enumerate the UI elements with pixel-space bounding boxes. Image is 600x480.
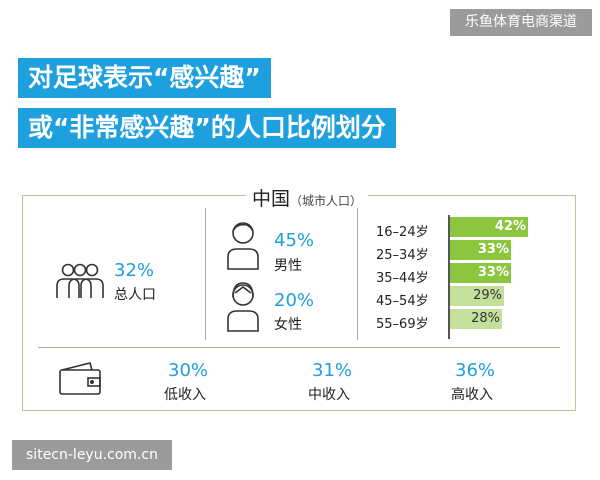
age-bar-value: 28% [471,311,500,326]
age-bar-value: 33% [477,265,509,280]
age-bar: 33% [450,240,511,260]
age-label-35-44: 35–44岁 [376,271,429,286]
male-percent: 45% [274,230,315,251]
divider-left [205,208,206,340]
divider-right [357,208,358,340]
age-bar: 33% [450,263,511,283]
bar-axis [448,215,450,339]
region-label: 中国 [252,188,291,210]
watermark-top: 乐鱼体育电商渠道 [450,9,592,36]
age-label-16-24: 16–24岁 [376,225,429,240]
title-line-1: 对足球表示“感兴趣” [18,58,271,98]
region-note: （城市人口） [290,194,363,208]
male-icon [227,222,259,270]
income-mid-percent: 31% [312,360,353,381]
age-bar-value: 33% [477,242,509,257]
age-bar: 29% [450,286,504,306]
male-label: 男性 [274,258,302,274]
age-label-55-69: 55–69岁 [376,317,429,332]
total-label: 总人口 [114,287,156,303]
watermark-bottom: sitecn-leyu.com.cn [12,440,172,470]
female-label: 女性 [274,317,302,333]
income-low-label: 低收入 [164,387,206,403]
female-percent: 20% [274,290,315,311]
income-high-percent: 36% [455,360,496,381]
age-bar-value: 42% [494,219,526,234]
wallet-icon [59,362,101,395]
total-percent: 32% [114,260,155,281]
divider-horizontal [38,347,560,348]
age-label-25-34: 25–34岁 [376,248,429,263]
age-bar-value: 29% [473,288,502,303]
female-icon [227,282,259,332]
age-bar: 42% [450,217,528,237]
title-line-2: 或“非常感兴趣”的人口比例划分 [18,108,396,148]
age-bar: 28% [450,309,502,329]
income-high-label: 高收入 [451,387,493,403]
income-mid-label: 中收入 [308,387,350,403]
people-group-icon [56,263,104,298]
age-label-45-54: 45–54岁 [376,294,429,309]
age-bar-chart: 42% 33% 33% 29% 28% [450,217,530,337]
income-low-percent: 30% [168,360,209,381]
panel-title: 中国（城市人口） [246,184,369,211]
